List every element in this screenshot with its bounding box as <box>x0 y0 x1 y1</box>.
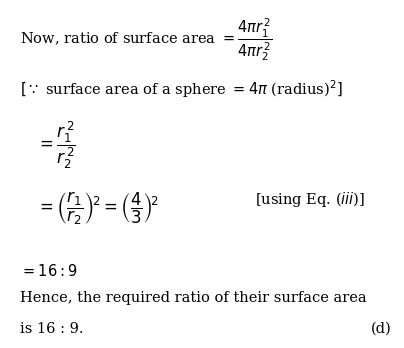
Text: Now, ratio of surface area $= \dfrac{4\pi r_1^{\,2}}{4\pi r_2^{\,2}}$: Now, ratio of surface area $= \dfrac{4\p… <box>20 16 273 63</box>
Text: $= 16 : 9$: $= 16 : 9$ <box>20 263 78 279</box>
Text: $= \left(\dfrac{r_1}{r_2}\right)^{\!2} = \left(\dfrac{4}{3}\right)^{\!2}$: $= \left(\dfrac{r_1}{r_2}\right)^{\!2} =… <box>36 190 160 227</box>
Text: $= \dfrac{r_1^{\,2}}{r_2^{\,2}}$: $= \dfrac{r_1^{\,2}}{r_2^{\,2}}$ <box>36 120 76 172</box>
Text: Hence, the required ratio of their surface area: Hence, the required ratio of their surfa… <box>20 291 367 304</box>
Text: (d): (d) <box>371 322 392 336</box>
Text: [using Eq. ($\it{iii}$)]: [using Eq. ($\it{iii}$)] <box>255 190 365 209</box>
Text: is 16 : 9.: is 16 : 9. <box>20 322 84 336</box>
Text: $[\because$ surface area of a sphere $= 4\pi$ (radius)$^2]$: $[\because$ surface area of a sphere $= … <box>20 78 343 100</box>
